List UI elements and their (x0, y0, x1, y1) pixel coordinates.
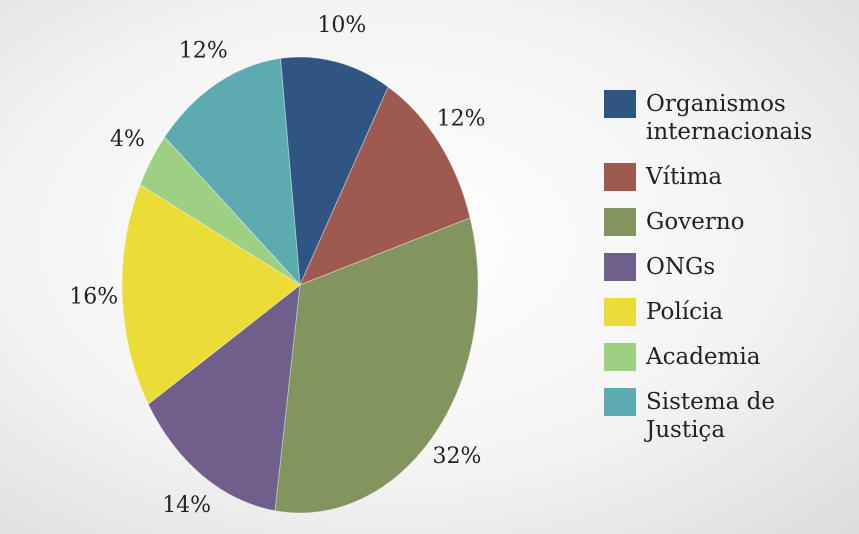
legend-item: Polícia (604, 298, 859, 326)
value-label: 10% (317, 13, 366, 38)
legend-item: Organismos internacionais (604, 90, 859, 146)
legend-swatch (604, 388, 636, 416)
legend-item: Governo (604, 208, 859, 236)
legend-swatch (604, 208, 636, 236)
pie-slice (299, 86, 471, 286)
legend-swatch (604, 298, 636, 326)
pie-slice (164, 57, 301, 287)
legend-label: Academia (646, 344, 761, 370)
pie-slice (147, 283, 301, 512)
value-label: 4% (110, 127, 145, 152)
legend-swatch (604, 253, 636, 281)
pie-slice (139, 136, 301, 286)
value-label: 12% (437, 107, 486, 132)
value-label: 14% (162, 493, 211, 518)
legend-label: Polícia (646, 299, 724, 325)
legend-item: Sistema de Justiça (604, 388, 859, 444)
legend-label: Vítima (646, 164, 723, 190)
pie-slice (279, 56, 389, 286)
legend-label: Governo (646, 209, 745, 235)
value-label: 16% (69, 284, 118, 309)
value-label: 12% (179, 38, 228, 63)
legend-item: Academia (604, 343, 859, 371)
pie-slice (274, 217, 479, 514)
value-label: 32% (433, 444, 482, 469)
legend-swatch (604, 163, 636, 191)
pie-slice (121, 183, 301, 405)
legend-item: ONGs (604, 253, 859, 281)
legend-label: Organismos internacionais (646, 91, 813, 145)
legend-swatch (604, 90, 636, 118)
legend-item: Vítima (604, 163, 859, 191)
legend-label: Sistema de Justiça (646, 389, 775, 443)
legend: Organismos internacionais Vítima Governo ON… (604, 90, 859, 444)
legend-label: ONGs (646, 254, 716, 280)
legend-swatch (604, 343, 636, 371)
